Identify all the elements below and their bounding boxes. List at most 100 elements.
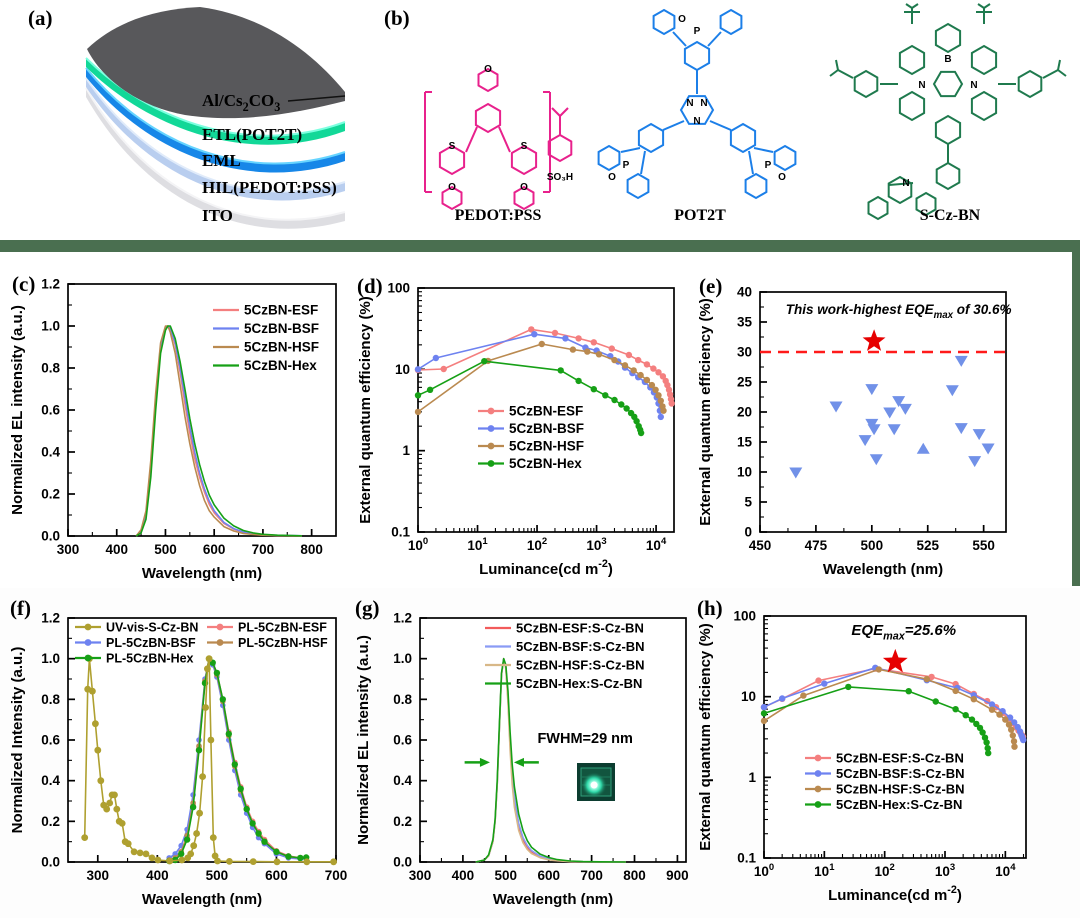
x-tick-label: 300 [409, 868, 432, 883]
y-tick-label: 10 [741, 689, 756, 704]
legend-label: 5CzBN-Hex [244, 358, 317, 373]
x-tick-label: 700 [325, 868, 348, 883]
y-tick-label: 0.4 [393, 773, 412, 788]
x-tick-label: 101 [467, 536, 488, 553]
y-tick-label: 1.0 [41, 319, 60, 334]
legend-label: 5CzBN-ESF:S-Cz-BN [516, 621, 644, 636]
x-tick-label: 450 [749, 538, 772, 553]
y-tick-label: 1.2 [393, 611, 412, 626]
legend-label: 5CzBN-Hex:S-Cz-BN [516, 676, 642, 691]
legend-label: 5CzBN-BSF:S-Cz-BN [836, 766, 965, 781]
legend-label: PL-5CzBN-BSF [106, 636, 196, 650]
legend-label: 5CzBN-ESF [509, 404, 583, 419]
annotation-text: This work-highest EQEmax of 30.6% [786, 302, 1012, 321]
legend: 5CzBN-ESF 5CzBN-BSF 5CzBN-HSF 5CzBN-Hex [213, 303, 319, 373]
chart-eqe-vs-wavelength-scatter: 450 475 500 525 550 0 5 10 15 20 25 30 35 40 Wavelengt… [697, 285, 1012, 579]
x-tick-label: 300 [57, 542, 80, 557]
device-stack-diagram: Al/Cs2CO3 ETL(POT2T) EML HIL(PEDOT:PSS) … [85, 7, 346, 229]
y-tick-label: 0.2 [41, 814, 60, 829]
y-tick-label: 5 [744, 495, 752, 510]
molecule-pedot-pss-structure-icon: S S O O O SO₃H [424, 64, 573, 211]
y-axis-title: Normalized EL intensity (a.u.) [355, 635, 372, 845]
y-tick-label: 1.2 [41, 611, 60, 626]
x-tick-label: 102 [527, 536, 547, 553]
legend: 5CzBN-ESF:S-Cz-BN 5CzBN-BSF:S-Cz-BN 5CzBN-… [485, 621, 645, 691]
layer-cathode [87, 7, 345, 119]
x-tick-label: 300 [87, 868, 110, 883]
plot-frame [759, 291, 1007, 533]
svg-text:N: N [918, 80, 925, 91]
y-tick-label: 1.0 [393, 651, 412, 666]
y-tick-label: 100 [733, 609, 756, 624]
x-tick-label: 800 [623, 868, 646, 883]
oled-device-photo [577, 763, 615, 801]
x-tick-label: 500 [154, 542, 177, 557]
chart-el-spectra: 300 400 500 600 700 800 0.0 0.2 0.4 0.6 0.8 1.0 1.2 W… [9, 277, 337, 582]
x-axis-title: Luminance(cd m-2) [828, 884, 962, 904]
legend-label: 5CzBN-BSF:S-Cz-BN [516, 639, 645, 654]
y-tick-label: 0.2 [41, 487, 60, 502]
plot-frame [67, 617, 337, 863]
y-tick-label: 0.0 [41, 855, 60, 870]
x-tick-label: 600 [203, 542, 226, 557]
y-tick-label: 20 [737, 405, 752, 420]
x-tick-label: 700 [580, 868, 603, 883]
fwhm-arrow-icon [513, 757, 539, 767]
x-axis-title: Wavelength (nm) [823, 561, 943, 578]
molecule-s-cz-bn-structure-icon: B N N N [829, 3, 1067, 221]
x-tick-label: 100 [408, 536, 428, 553]
y-tick-label: 0.0 [41, 529, 60, 544]
y-tick-label: 40 [737, 285, 752, 300]
panel-letter-g: (g) [355, 596, 380, 620]
x-tick-label: 525 [916, 538, 939, 553]
x-tick-label: 900 [666, 868, 689, 883]
y-tick-label: 100 [387, 281, 410, 296]
legend-label: 5CzBN-HSF [509, 439, 584, 454]
x-tick-label: 400 [146, 868, 169, 883]
svg-text:N: N [902, 178, 909, 189]
5CzBN-Hex:S-Cz-BN-series [760, 683, 992, 757]
svg-text:B: B [944, 54, 951, 65]
plot-frame [419, 617, 687, 863]
y-tick-label: 35 [737, 315, 753, 330]
legend: 5CzBN-ESF:S-Cz-BN5CzBN-BSF:S-Cz-BN5CzBN-… [805, 751, 965, 812]
x-tick-label: 102 [875, 862, 895, 879]
literature-eqe-triangles-series [789, 355, 995, 479]
panel-letter-e: (e) [699, 274, 723, 298]
layer-label-etl: ETL(POT2T) [202, 125, 302, 144]
green-right-stripe [1072, 240, 1080, 586]
x-axis-title: Wavelength (nm) [493, 891, 613, 908]
panel-letter-d: (d) [357, 274, 383, 298]
panel-letter-c: (c) [12, 272, 36, 296]
svg-text:O: O [678, 14, 686, 25]
legend-label: 5CzBN-Hex:S-Cz-BN [836, 797, 962, 812]
svg-text:O: O [778, 172, 786, 183]
x-axis-title: Wavelength (nm) [142, 565, 262, 582]
y-tick-label: 0.1 [737, 851, 756, 866]
molecule-label-pedot-pss: PEDOT:PSS [455, 207, 542, 224]
y-tick-label: 1.2 [41, 277, 60, 292]
5CzBN-Hex-series [135, 325, 302, 537]
molecule-label-pot2t: POT2T [674, 207, 726, 224]
highlight-star-icon [862, 329, 886, 351]
x-axis-title: Wavelength (nm) [142, 891, 262, 908]
panel-letter-h: (h) [697, 596, 723, 620]
fwhm-arrow-icon [464, 757, 490, 767]
y-tick-label: 0.8 [393, 692, 412, 707]
5CzBN-HSF-series [414, 340, 667, 416]
svg-text:SO₃H: SO₃H [547, 172, 573, 183]
y-axis-title: Normalized EL intensity (a.u.) [9, 305, 26, 515]
y-tick-label: 0.6 [393, 733, 412, 748]
y-tick-label: 25 [737, 375, 753, 390]
y-tick-label: 0.4 [41, 773, 60, 788]
5CzBN-Hex:S-Cz-BN-series [475, 657, 626, 863]
chart-uvvis-pl-spectra: 300 400 500 600 700 0.0 0.2 0.4 0.6 0.8 1.0 1.2 Wave… [9, 611, 348, 909]
panel-letter-b: (b) [384, 6, 410, 30]
layer-label-eml: EML [202, 151, 241, 170]
legend-label: 5CzBN-HSF:S-Cz-BN [516, 658, 645, 673]
y-tick-label: 0.2 [393, 814, 412, 829]
svg-text:N: N [693, 116, 700, 127]
green-separator-band [0, 240, 1080, 252]
